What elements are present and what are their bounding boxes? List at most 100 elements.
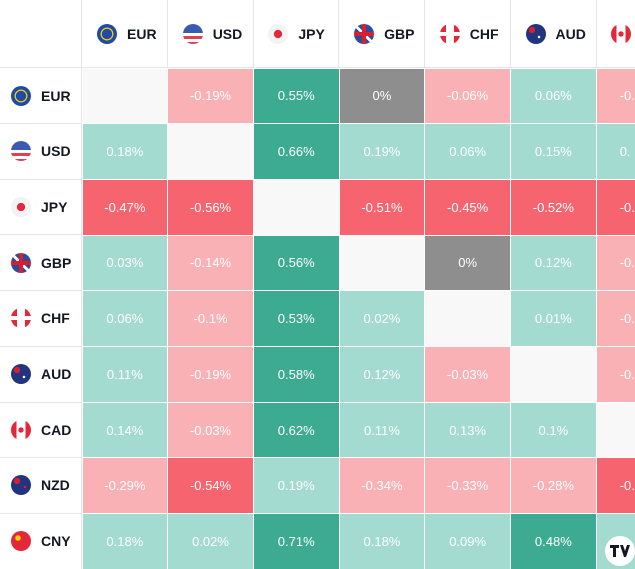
heatmap-cell xyxy=(425,291,510,346)
currency-label: USD xyxy=(212,25,243,42)
column-header: USD xyxy=(167,0,254,68)
heatmap-cell: 0.06% xyxy=(511,68,596,124)
heatmap-cell: 0. xyxy=(596,124,635,179)
heatmap-cell: 0.53% xyxy=(253,291,339,346)
heatmap-cell: -0.1% xyxy=(168,291,253,346)
row-header: AUD xyxy=(0,346,82,403)
currency-label: USD xyxy=(41,143,71,160)
currency-label: CNY xyxy=(41,533,71,550)
heatmap-cell: 0.02% xyxy=(339,291,425,346)
row-header: NZD xyxy=(0,457,82,514)
heatmap-cell: 0.18% xyxy=(339,514,425,569)
heatmap-cell: 0.18% xyxy=(82,124,168,179)
column-header: GBP xyxy=(339,0,426,68)
heatmap-cell: -0.33% xyxy=(425,458,510,514)
heatmap-cell: 0.12% xyxy=(511,235,596,291)
heatmap-cell: 0.19% xyxy=(253,458,339,514)
heatmap-cell: -0.03% xyxy=(425,347,510,402)
heatmap-cell: -0.34% xyxy=(339,458,425,514)
heatmap-cell: 0.01% xyxy=(511,291,596,346)
flag xyxy=(439,23,460,44)
currency-label: NZD xyxy=(41,477,70,494)
flag xyxy=(11,308,31,329)
currency-label: EUR xyxy=(127,25,157,42)
flag xyxy=(268,23,289,44)
currency-label: JPY xyxy=(41,198,68,215)
heatmap-cell: 0.11% xyxy=(82,347,168,402)
heatmap-cell: 0.03% xyxy=(82,235,168,291)
heatmap-cell: 0.02% xyxy=(168,514,253,569)
heatmap-cell: -0.19% xyxy=(168,347,253,402)
flag xyxy=(11,85,31,106)
heatmap-cell: -0.14% xyxy=(168,235,253,291)
column-header: CHF xyxy=(424,0,511,68)
column-header: EUR xyxy=(82,0,168,68)
flag xyxy=(11,419,31,440)
currency-label: CHF xyxy=(41,310,70,327)
heatmap-cell: -0. xyxy=(596,179,635,235)
currency-label: CHF xyxy=(469,25,499,42)
heatmap-cell: 0.18% xyxy=(82,514,168,569)
flag xyxy=(11,364,31,384)
heatmap-cell: -0.56% xyxy=(168,179,253,235)
heatmap-cell: -0.45% xyxy=(425,179,510,235)
column-header: AUD xyxy=(510,0,597,68)
heatmap-cell: 0.62% xyxy=(253,402,339,458)
row-header: EUR xyxy=(0,68,82,124)
heatmap-cell: 0.06% xyxy=(425,124,510,179)
row-header: JPY xyxy=(0,179,82,236)
heatmap-cell: 0.19% xyxy=(339,124,425,179)
column-header: JPY xyxy=(253,0,340,68)
heatmap-cell: -0. xyxy=(596,347,635,402)
heatmap-cell: -0.03% xyxy=(168,402,253,458)
heatmap-cell: 0% xyxy=(339,68,425,124)
heatmap-cell xyxy=(596,402,635,458)
currency-label: JPY xyxy=(298,25,325,42)
flag xyxy=(11,141,31,162)
heatmap-cell: 0.11% xyxy=(339,402,425,458)
flag xyxy=(11,252,31,273)
heatmap-cell: 0.58% xyxy=(253,347,339,402)
currency-label: EUR xyxy=(41,87,71,104)
flag xyxy=(97,23,117,44)
heatmap-cell: 0.55% xyxy=(253,68,339,124)
row-header: CAD xyxy=(0,402,82,459)
heatmap-cell: -0.54% xyxy=(168,458,253,514)
currency-label: CAD xyxy=(41,421,72,438)
flag xyxy=(11,531,31,552)
heatmap-cell xyxy=(82,68,168,124)
heatmap-cell: -0. xyxy=(596,235,635,291)
heatmap-cell xyxy=(253,179,339,235)
corner xyxy=(0,0,82,68)
heatmap-cell: -0.29% xyxy=(82,458,168,514)
heatmap-cell: 0.13% xyxy=(425,402,510,458)
heatmap-cell: -0.47% xyxy=(82,179,168,235)
heatmap-cell: 0.1% xyxy=(511,402,596,458)
logo-mark xyxy=(610,545,630,557)
row-header: GBP xyxy=(0,235,82,292)
heatmap-cell: -0. xyxy=(596,458,635,514)
heatmap-cell: -0.28% xyxy=(511,458,596,514)
currency-label: AUD xyxy=(555,25,586,42)
row-header: USD xyxy=(0,123,82,180)
heatmap-cell: 0.14% xyxy=(82,402,168,458)
heatmap-cell: 0.56% xyxy=(253,235,339,291)
heatmap-cell: 0.48% xyxy=(511,514,596,569)
flag xyxy=(11,196,31,217)
heatmap-cell: 0.66% xyxy=(253,124,339,179)
logo[interactable] xyxy=(605,536,635,566)
heatmap-cell: -0.06% xyxy=(425,68,510,124)
flag xyxy=(182,23,203,44)
flag xyxy=(11,475,31,496)
currency-label: GBP xyxy=(41,254,72,271)
currency-label: AUD xyxy=(41,366,72,382)
heatmap-cell xyxy=(339,235,425,291)
flag xyxy=(354,23,375,44)
heatmap-cell xyxy=(168,124,253,179)
heatmap-cell: 0.15% xyxy=(511,124,596,179)
heatmap-cell: -0. xyxy=(596,68,635,124)
heatmap-cell: 0.71% xyxy=(253,514,339,569)
heatmap-cell: -0. xyxy=(596,291,635,346)
column-header xyxy=(596,0,635,68)
